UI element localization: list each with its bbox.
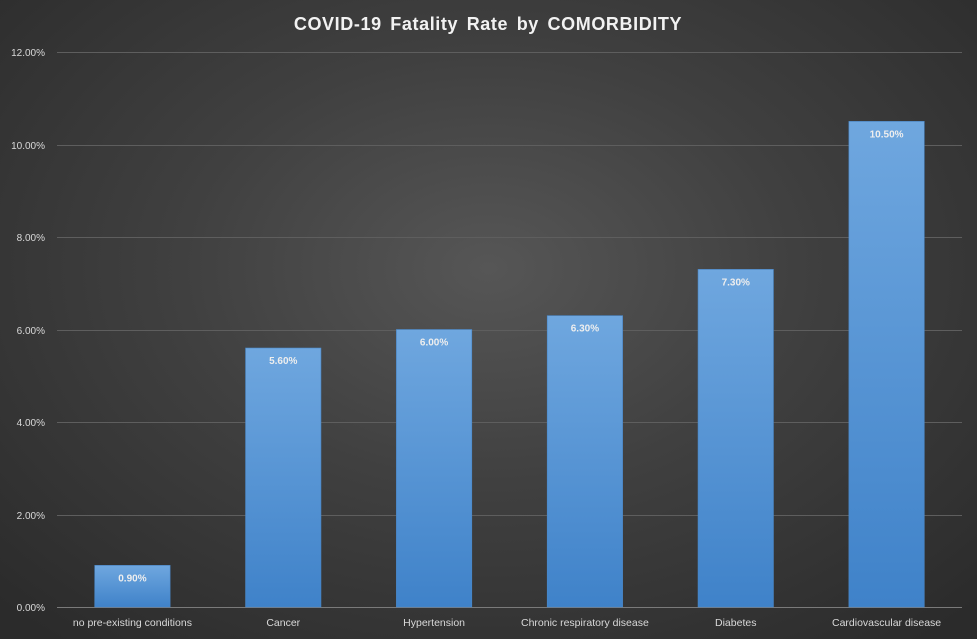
y-tick-label: 2.00% xyxy=(17,511,45,522)
y-tick-label: 8.00% xyxy=(17,233,45,244)
bars xyxy=(94,121,925,608)
data-label: 5.60% xyxy=(269,356,297,367)
y-tick-label: 6.00% xyxy=(17,326,45,337)
y-tick-label: 0.00% xyxy=(17,603,45,614)
y-tick-label: 10.00% xyxy=(11,141,45,152)
x-tick-label: Cancer xyxy=(266,617,300,629)
gridlines xyxy=(57,52,962,608)
y-axis-ticks: 0.00% 2.00% 4.00% 6.00% 8.00% 10.00% 12.00% xyxy=(11,48,45,614)
data-label: 10.50% xyxy=(870,129,904,140)
bar xyxy=(848,121,925,608)
x-tick-label: Hypertension xyxy=(403,617,465,629)
data-label: 6.30% xyxy=(571,324,599,335)
x-tick-label: Chronic respiratory disease xyxy=(521,617,649,629)
x-tick-label: Cardiovascular disease xyxy=(832,617,941,629)
y-tick-label: 4.00% xyxy=(17,418,45,429)
bar xyxy=(245,347,322,608)
bar xyxy=(546,315,623,608)
bar xyxy=(697,269,774,608)
bar xyxy=(94,565,171,608)
data-label: 0.90% xyxy=(118,573,146,584)
y-tick-label: 12.00% xyxy=(11,48,45,59)
x-tick-label: Diabetes xyxy=(715,617,756,629)
bar xyxy=(396,329,473,608)
data-label: 6.00% xyxy=(420,338,448,349)
data-label: 7.30% xyxy=(722,277,750,288)
chart-title: COVID-19 Fatality Rate by COMORBIDITY xyxy=(294,14,682,34)
data-labels: 0.90% 5.60% 6.00% 6.30% 7.30% 10.50% xyxy=(118,129,903,584)
x-tick-label: no pre-existing conditions xyxy=(73,617,192,629)
x-axis-ticks: no pre-existing conditions Cancer Hyperten… xyxy=(73,617,941,629)
